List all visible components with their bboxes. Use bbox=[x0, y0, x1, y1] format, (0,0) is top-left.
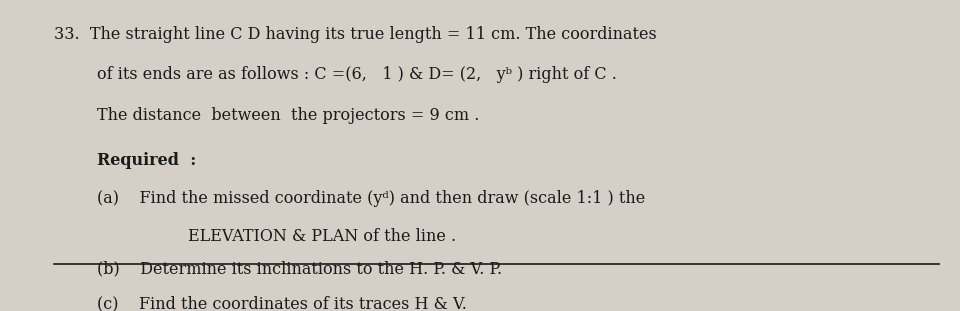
Text: (a)    Find the missed coordinate (yᵈ) and then draw (scale 1:1 ) the: (a) Find the missed coordinate (yᵈ) and … bbox=[97, 190, 645, 207]
Text: (b)    Determine its inclinations to the H. P. & V. P.: (b) Determine its inclinations to the H.… bbox=[97, 260, 502, 277]
Text: of its ends are as follows : C =(6,   1 ) & D= (2,   yᵇ ) right of C .: of its ends are as follows : C =(6, 1 ) … bbox=[97, 66, 617, 83]
Text: (c)    Find the coordinates of its traces H & V.: (c) Find the coordinates of its traces H… bbox=[97, 295, 467, 311]
Text: 33.  The straight line C D having its true length = 11 cm. The coordinates: 33. The straight line C D having its tru… bbox=[54, 26, 657, 43]
Text: The distance  between  the projectors = 9 cm .: The distance between the projectors = 9 … bbox=[97, 107, 479, 123]
Text: ELEVATION & PLAN of the line .: ELEVATION & PLAN of the line . bbox=[188, 228, 456, 245]
Text: Required  :: Required : bbox=[97, 152, 197, 169]
